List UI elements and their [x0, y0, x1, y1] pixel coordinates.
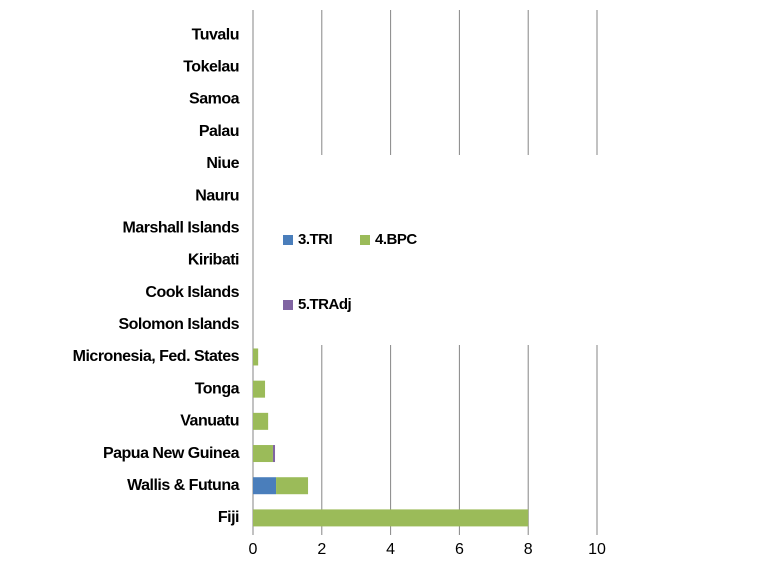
bar	[253, 348, 259, 366]
y-tick-label: Wallis & Futuna	[127, 477, 240, 494]
y-tick-label: Cook Islands	[145, 284, 239, 301]
y-tick-label: Nauru	[195, 187, 239, 204]
bar	[253, 477, 277, 495]
legend-marker	[283, 300, 293, 310]
y-tick-label: Solomon Islands	[118, 316, 239, 333]
y-tick-label: Samoa	[189, 91, 240, 108]
x-tick-label: 2	[317, 541, 326, 558]
y-tick-label: Vanuatu	[180, 413, 239, 430]
x-tick-label: 10	[588, 541, 606, 558]
bar	[276, 477, 309, 495]
legend-marker	[283, 235, 293, 245]
legend-label: 4.BPC	[375, 231, 417, 248]
legend-box	[275, 155, 685, 345]
bar	[253, 509, 529, 527]
bar	[253, 380, 266, 398]
x-tick-label: 0	[249, 541, 258, 558]
legend-label: 3.TRI	[298, 231, 333, 248]
x-tick-label: 6	[455, 541, 464, 558]
bar	[253, 445, 273, 463]
bar	[272, 445, 276, 463]
y-tick-label: Micronesia, Fed. States	[73, 348, 240, 365]
y-tick-label: Niue	[206, 155, 239, 172]
y-tick-label: Marshall Islands	[123, 219, 240, 236]
x-tick-label: 8	[524, 541, 533, 558]
x-tick-label: 4	[386, 541, 395, 558]
y-tick-label: Tokelau	[183, 59, 239, 76]
legend-marker	[360, 235, 370, 245]
y-tick-label: Palau	[199, 123, 239, 140]
y-tick-label: Fiji	[218, 509, 239, 526]
bar	[253, 412, 269, 430]
y-tick-label: Tuvalu	[192, 26, 239, 43]
y-tick-label: Tonga	[195, 380, 240, 397]
legend-label: 5.TRAdj	[298, 296, 352, 313]
y-tick-label: Papua New Guinea	[103, 445, 240, 462]
y-tick-label: Kiribati	[188, 252, 239, 269]
